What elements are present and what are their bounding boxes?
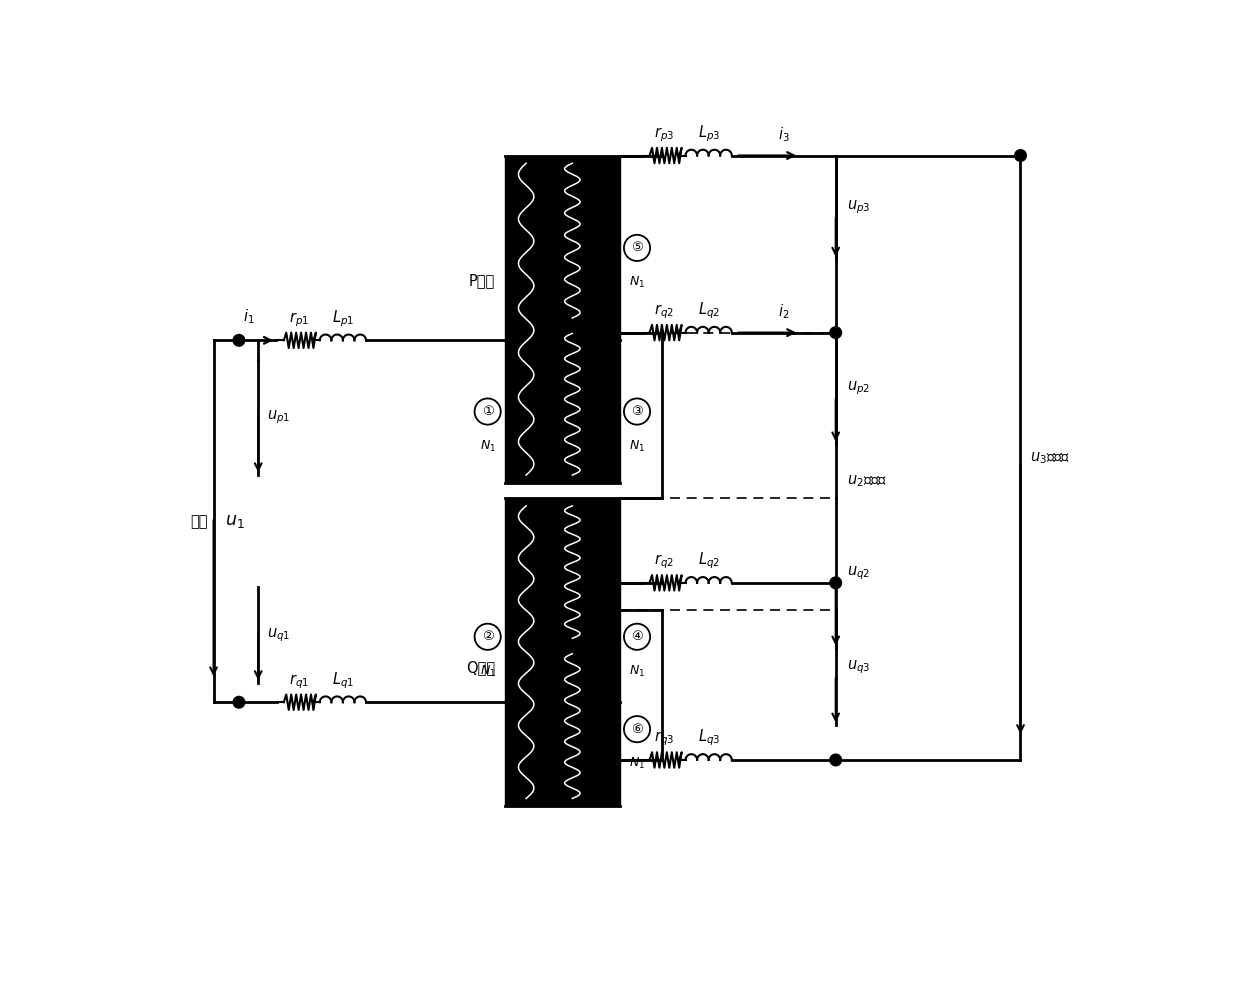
Text: ④: ④ [631,630,644,643]
Bar [505,498,620,806]
Text: ⑥: ⑥ [631,722,644,736]
Text: $L_{p3}$: $L_{p3}$ [698,124,719,144]
Text: $N_1$: $N_1$ [480,439,496,453]
Text: $i_3$: $i_3$ [777,125,790,144]
Text: $L_{q3}$: $L_{q3}$ [698,728,719,749]
Circle shape [831,327,841,338]
Text: $N_1$: $N_1$ [629,664,645,679]
Text: $r_{q2}$: $r_{q2}$ [655,302,675,321]
Text: $u_1$: $u_1$ [226,512,244,531]
Circle shape [831,577,841,588]
Text: 网侧: 网侧 [190,514,207,529]
Circle shape [233,335,244,346]
Text: $u_{p2}$: $u_{p2}$ [847,379,870,397]
Text: $u_3$补偿侧: $u_3$补偿侧 [1029,450,1070,465]
Bar [505,155,620,483]
Text: ⑤: ⑤ [631,241,644,255]
Text: $u_2$控制侧: $u_2$控制侧 [847,473,888,489]
Text: $L_{q2}$: $L_{q2}$ [698,300,719,321]
Text: ①: ① [481,405,494,418]
Text: $r_{p3}$: $r_{p3}$ [655,125,675,144]
Text: $N_1$: $N_1$ [629,439,645,453]
Circle shape [1016,150,1025,161]
Text: $L_{q1}$: $L_{q1}$ [332,670,353,691]
Text: $N_1$: $N_1$ [629,756,645,772]
Text: $L_{q2}$: $L_{q2}$ [698,550,719,571]
Text: $u_{p3}$: $u_{p3}$ [847,199,870,216]
Text: $r_{q1}$: $r_{q1}$ [289,672,309,691]
Text: $u_{p1}$: $u_{p1}$ [268,408,290,426]
Text: $r_{p1}$: $r_{p1}$ [289,310,309,329]
Text: $i_1$: $i_1$ [243,307,254,326]
Text: $r_{q2}$: $r_{q2}$ [655,552,675,571]
Text: $u_{q3}$: $u_{q3}$ [847,659,870,677]
Circle shape [831,755,841,766]
Text: Q芯柱: Q芯柱 [466,660,495,675]
Text: ③: ③ [631,405,644,418]
Text: $N_1$: $N_1$ [480,664,496,679]
Text: $u_{q2}$: $u_{q2}$ [847,564,870,582]
Text: $N_1$: $N_1$ [629,275,645,289]
Text: $i_2$: $i_2$ [777,302,790,321]
Text: $r_{q3}$: $r_{q3}$ [655,730,675,749]
Text: P芯柱: P芯柱 [469,273,495,288]
Text: $u_{q1}$: $u_{q1}$ [268,626,290,643]
Text: $L_{p1}$: $L_{p1}$ [332,308,353,329]
Circle shape [233,697,244,707]
Text: ②: ② [481,630,494,643]
